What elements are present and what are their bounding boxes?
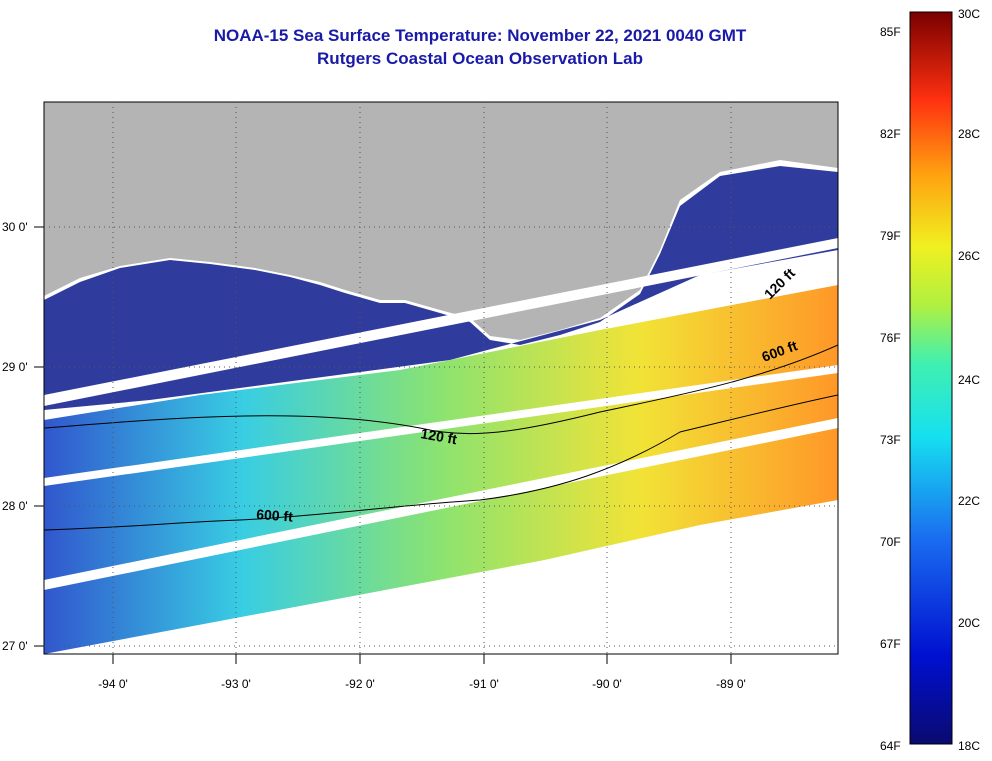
colorbar-c-labels: 30C 28C 26C 24C 22C 20C 18C xyxy=(958,7,980,753)
c-label: 28C xyxy=(958,127,980,141)
map-title: NOAA-15 Sea Surface Temperature: Novembe… xyxy=(213,26,747,45)
f-label: 70F xyxy=(880,535,901,549)
f-label: 73F xyxy=(880,433,901,447)
lat-label: 29 0' xyxy=(2,360,28,374)
contour-label-120-west: 120 ft xyxy=(419,425,458,447)
c-label: 30C xyxy=(958,7,980,21)
f-label: 76F xyxy=(880,331,901,345)
lon-label: -94 0' xyxy=(98,677,128,691)
lat-label: 28 0' xyxy=(2,499,28,513)
c-label: 24C xyxy=(958,373,980,387)
tick-marks xyxy=(34,226,732,664)
longitude-labels: -94 0' -93 0' -92 0' -91 0' -90 0' -89 0… xyxy=(98,677,746,691)
lon-label: -93 0' xyxy=(221,677,251,691)
c-label: 18C xyxy=(958,739,980,753)
f-label: 64F xyxy=(880,739,901,753)
contour-120ft xyxy=(44,344,838,435)
f-label: 79F xyxy=(880,229,901,243)
map-frame xyxy=(43,101,839,655)
f-label: 67F xyxy=(880,637,901,651)
gap-stripe-3 xyxy=(44,418,838,590)
lon-label: -91 0' xyxy=(469,677,499,691)
lon-label: -89 0' xyxy=(716,677,746,691)
c-label: 22C xyxy=(958,494,980,508)
lon-label: -92 0' xyxy=(345,677,375,691)
lat-label: 30 0' xyxy=(2,220,28,234)
contour-label-600-west: 600 ft xyxy=(256,506,294,525)
f-label: 85F xyxy=(880,25,901,39)
colorbar-f-labels: 85F 82F 79F 76F 73F 70F 67F 64F xyxy=(880,25,901,753)
colorbar xyxy=(909,11,953,745)
graticule xyxy=(44,102,838,654)
contour-600ft xyxy=(44,394,838,531)
no-data-region xyxy=(44,505,838,654)
map-subtitle: Rutgers Coastal Ocean Observation Lab xyxy=(317,49,643,68)
lon-label: -90 0' xyxy=(592,677,622,691)
gap-stripe-1 xyxy=(44,238,838,406)
cold-water-band xyxy=(44,166,838,410)
latitude-labels: 30 0' 29 0' 28 0' 27 0' xyxy=(2,220,28,653)
sst-swath xyxy=(44,285,838,654)
c-label: 26C xyxy=(958,249,980,263)
lat-label: 27 0' xyxy=(2,639,28,653)
gap-stripe-2 xyxy=(44,365,838,486)
c-label: 20C xyxy=(958,616,980,630)
f-label: 82F xyxy=(880,127,901,141)
